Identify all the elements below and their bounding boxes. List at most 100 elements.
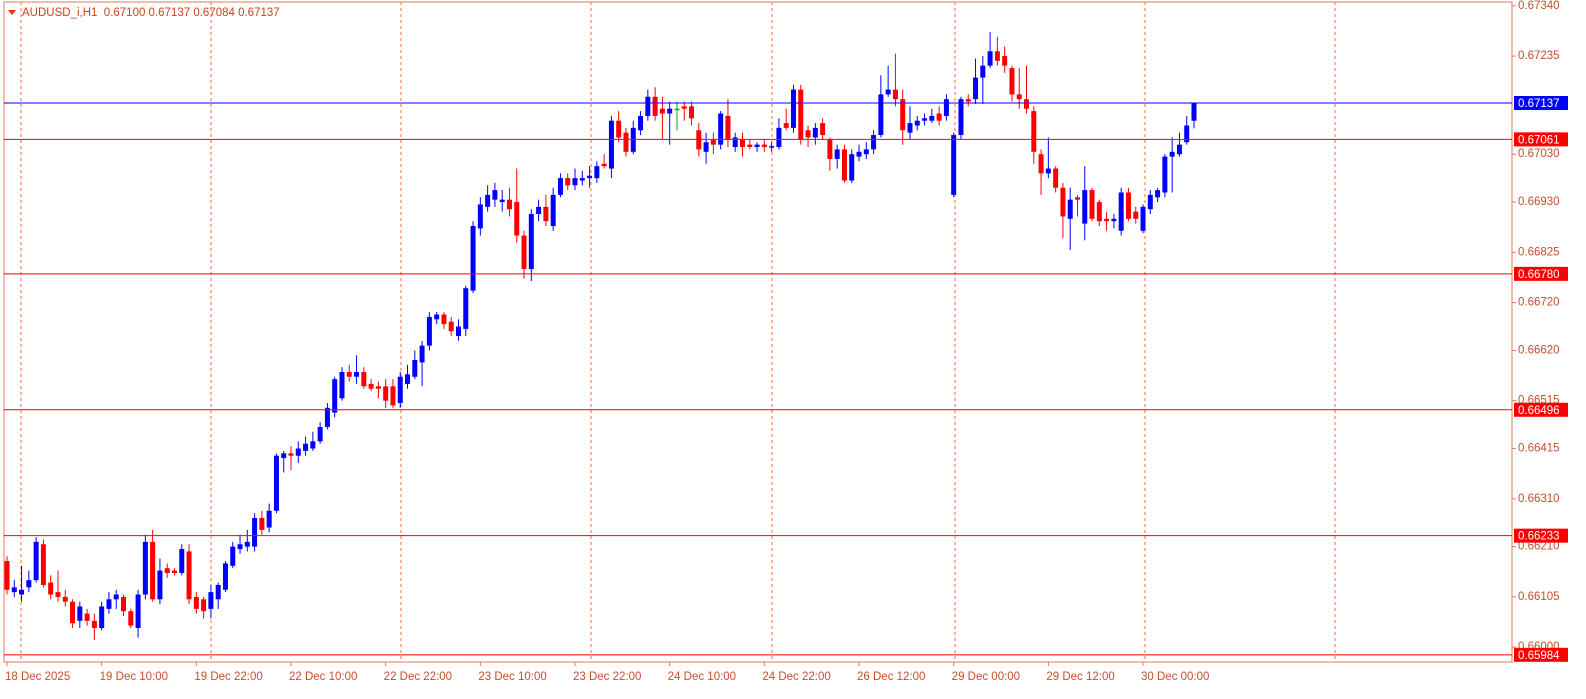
x-tick-label: 22 Dec 10:00 (289, 671, 357, 683)
candle-body (106, 599, 112, 609)
candle-body (776, 127, 782, 148)
price-level-label: 0.67061 (1518, 134, 1560, 146)
candle-body (1184, 125, 1190, 143)
price-level-label: 0.66496 (1518, 405, 1560, 417)
candle-body (740, 139, 746, 148)
candle-body (1162, 156, 1168, 193)
candle-body (354, 371, 360, 377)
price-level-label: 0.67137 (1518, 98, 1560, 110)
candle-body (951, 135, 957, 195)
candle-body (128, 611, 134, 626)
candle-body (463, 288, 469, 329)
candle-body (798, 89, 804, 140)
candle-body (11, 587, 17, 593)
menu-arrow[interactable] (8, 10, 16, 15)
candle-body (419, 345, 425, 363)
candle-body (579, 178, 585, 181)
candle-body (237, 544, 243, 550)
x-tick-label: 30 Dec 00:00 (1141, 671, 1209, 683)
candle-body (849, 154, 855, 181)
x-tick-label: 19 Dec 22:00 (194, 671, 262, 683)
candle-body (1074, 197, 1080, 200)
candle-body (99, 606, 105, 629)
candle-body (907, 123, 913, 133)
candle-body (965, 99, 971, 102)
candle-body (929, 115, 935, 121)
candle-body (55, 592, 61, 597)
candle-body (113, 594, 119, 600)
candle-body (871, 135, 877, 150)
candle-body (645, 96, 651, 116)
candle-body (1060, 187, 1066, 217)
candle-body (543, 206, 549, 222)
candle-body (587, 175, 593, 179)
candle-body (667, 108, 673, 114)
x-tick-label: 23 Dec 10:00 (478, 671, 546, 683)
candle-body (565, 178, 571, 186)
candle-body (310, 441, 316, 449)
candle-body (790, 89, 796, 128)
x-tick-label: 29 Dec 12:00 (1046, 671, 1114, 683)
candle-body (922, 118, 928, 121)
y-tick-label: 0.66105 (1518, 591, 1560, 603)
candle-body (1016, 94, 1022, 100)
candle-body (1133, 211, 1139, 219)
candle-body (390, 386, 396, 406)
candle-body (295, 448, 301, 456)
candle-body (914, 120, 920, 126)
candle-body (1009, 68, 1015, 95)
candle-body (48, 582, 54, 595)
candle-body (557, 178, 563, 195)
candle-body (91, 620, 97, 629)
candle-body (1082, 190, 1088, 224)
candle-body (528, 214, 534, 270)
x-tick-label: 24 Dec 22:00 (762, 671, 830, 683)
candle-body (805, 130, 811, 138)
candle-body (266, 510, 272, 528)
candle-body (1169, 151, 1175, 157)
x-tick-label: 26 Dec 12:00 (857, 671, 925, 683)
candle-body (150, 541, 156, 600)
x-tick-label: 22 Dec 22:00 (384, 671, 452, 683)
candle-body (747, 144, 753, 148)
candle-body (827, 139, 833, 159)
candle-body (1140, 206, 1146, 231)
x-tick-label: 19 Dec 10:00 (100, 671, 168, 683)
candle-body (1031, 111, 1037, 152)
candle-body (455, 326, 461, 337)
candle-body (1067, 199, 1073, 219)
candle-body (514, 202, 520, 236)
candle-body (1125, 192, 1131, 219)
candle-body (718, 113, 724, 145)
y-tick-label: 0.66210 (1518, 541, 1560, 553)
candle-body (142, 541, 148, 595)
candle-body (361, 371, 367, 387)
candle-body (208, 592, 214, 609)
candle-body (1053, 168, 1059, 188)
y-tick-label: 0.66620 (1518, 344, 1560, 356)
candle-body (594, 166, 600, 179)
candle-body (638, 115, 644, 131)
candle-body (77, 606, 83, 621)
candle-body (281, 453, 287, 459)
candle-body (303, 443, 309, 451)
candle-body (506, 199, 512, 210)
candle-body (426, 316, 432, 346)
candle-body (973, 77, 979, 100)
candle-body (980, 65, 986, 78)
candle-body (70, 601, 76, 624)
price-level-box (1514, 647, 1568, 662)
candle-body (375, 386, 381, 389)
candle-body (812, 127, 818, 138)
candle-body (674, 108, 680, 111)
candle-body (405, 374, 411, 384)
candle-body (40, 544, 46, 585)
chart-title: AUDUSD_i,H1 0.67100 0.67137 0.67084 0.67… (22, 7, 280, 19)
price-level-label: 0.65984 (1518, 650, 1560, 662)
candle-body (448, 321, 454, 332)
candle-body (892, 89, 898, 100)
candle-body (987, 51, 993, 66)
candle-body (179, 549, 185, 573)
y-tick-label: 0.66310 (1518, 493, 1560, 505)
candle-body (201, 599, 207, 612)
